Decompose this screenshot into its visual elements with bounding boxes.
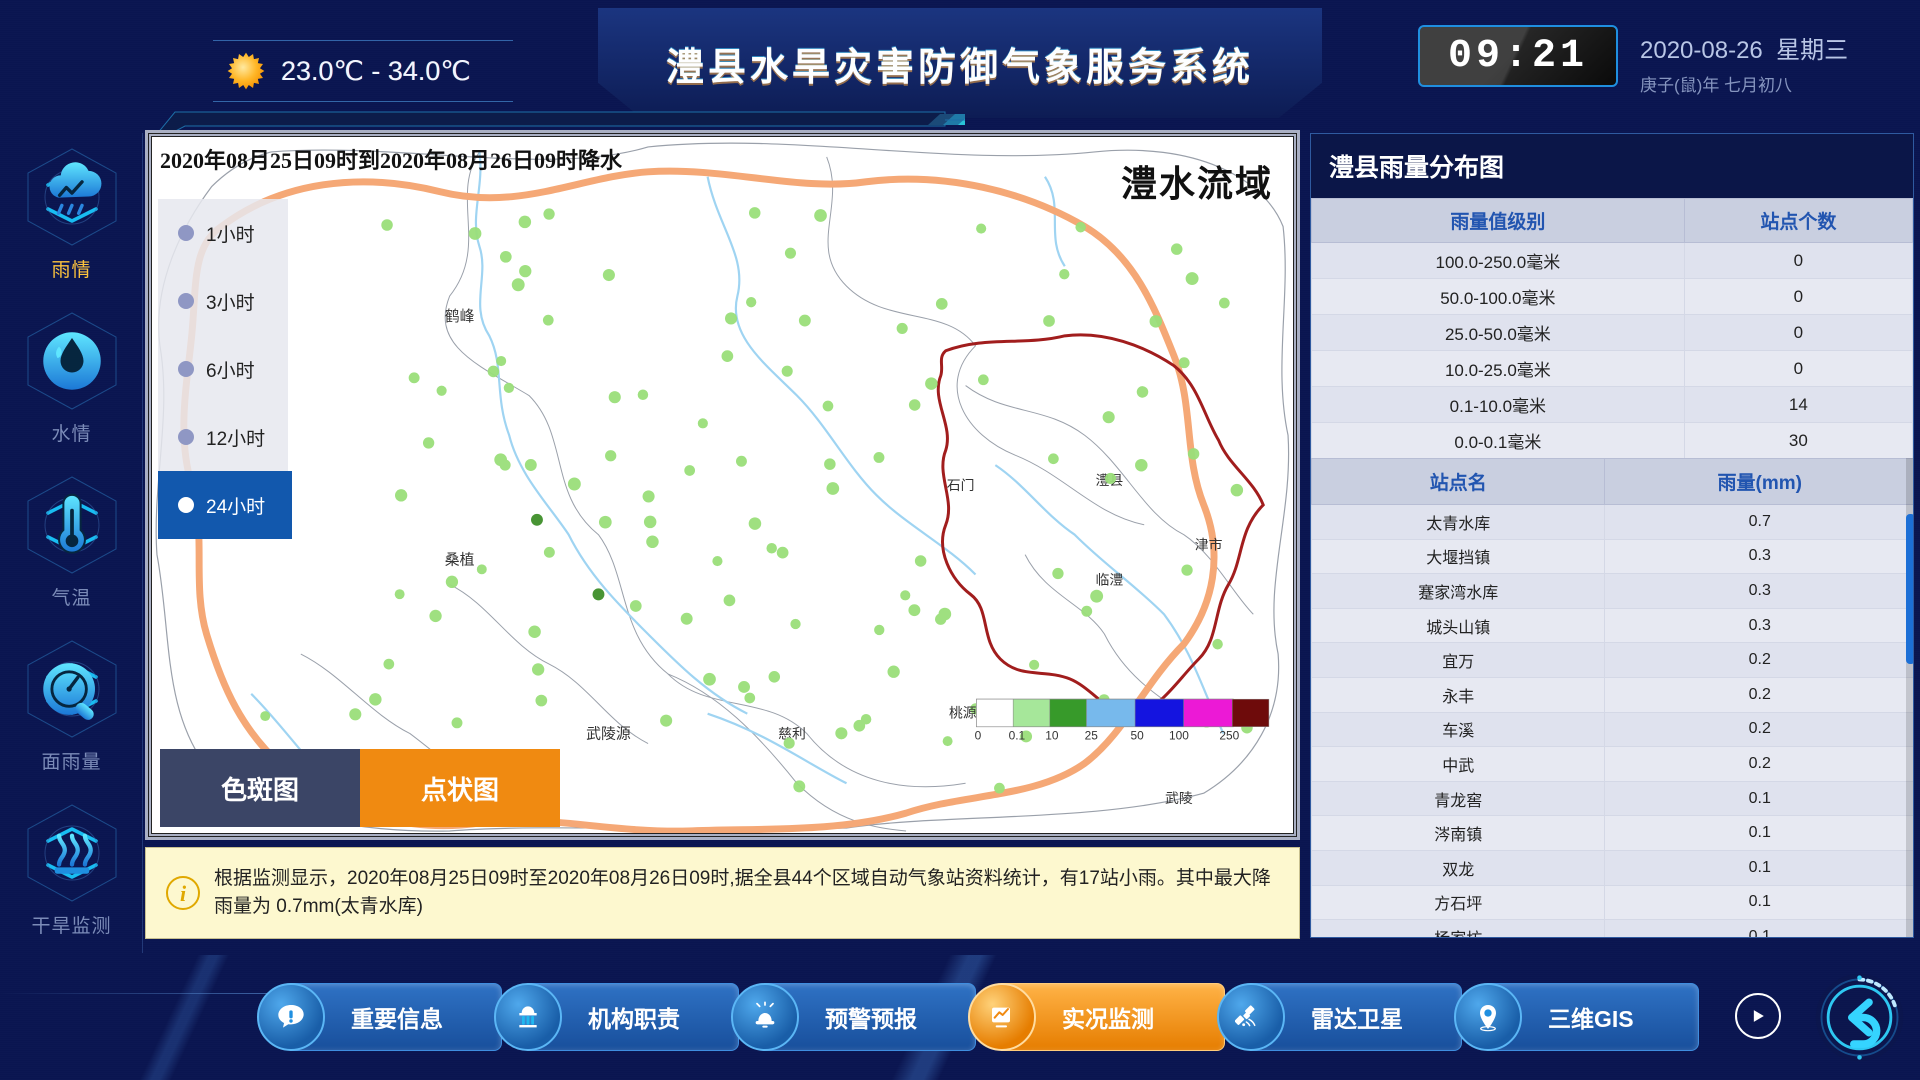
svg-text:25: 25 (1085, 729, 1099, 743)
svg-text:武陵: 武陵 (1165, 790, 1193, 806)
svg-text:鹤峰: 鹤峰 (445, 308, 475, 325)
svg-text:临澧: 临澧 (1096, 571, 1124, 587)
svg-text:0.1: 0.1 (1009, 729, 1026, 743)
svg-text:桃源: 桃源 (949, 706, 977, 721)
svg-text:津市: 津市 (1195, 537, 1223, 553)
svg-text:250: 250 (1219, 729, 1239, 743)
svg-text:100: 100 (1169, 729, 1189, 743)
svg-text:50: 50 (1131, 729, 1145, 743)
svg-text:10: 10 (1045, 729, 1059, 743)
svg-text:武陵源: 武陵源 (586, 726, 631, 743)
svg-text:桑植: 桑植 (445, 552, 475, 569)
svg-text:0: 0 (975, 729, 982, 743)
svg-text:石门: 石门 (947, 477, 975, 493)
